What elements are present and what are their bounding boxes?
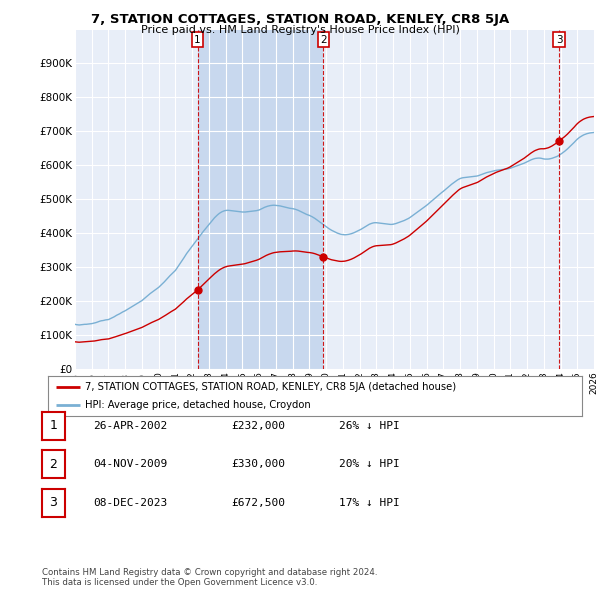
- Text: HPI: Average price, detached house, Croydon: HPI: Average price, detached house, Croy…: [85, 400, 311, 410]
- Text: 04-NOV-2009: 04-NOV-2009: [93, 460, 167, 469]
- Text: £232,000: £232,000: [231, 421, 285, 431]
- Text: 7, STATION COTTAGES, STATION ROAD, KENLEY, CR8 5JA: 7, STATION COTTAGES, STATION ROAD, KENLE…: [91, 13, 509, 26]
- Bar: [197, 30, 323, 369]
- Text: 26% ↓ HPI: 26% ↓ HPI: [339, 421, 400, 431]
- Text: 2: 2: [320, 35, 327, 45]
- Text: 20% ↓ HPI: 20% ↓ HPI: [339, 460, 400, 469]
- Text: 08-DEC-2023: 08-DEC-2023: [93, 498, 167, 507]
- Text: Contains HM Land Registry data © Crown copyright and database right 2024.
This d: Contains HM Land Registry data © Crown c…: [42, 568, 377, 587]
- Text: 2: 2: [49, 458, 58, 471]
- Text: 7, STATION COTTAGES, STATION ROAD, KENLEY, CR8 5JA (detached house): 7, STATION COTTAGES, STATION ROAD, KENLE…: [85, 382, 457, 392]
- Text: £330,000: £330,000: [231, 460, 285, 469]
- Text: Price paid vs. HM Land Registry's House Price Index (HPI): Price paid vs. HM Land Registry's House …: [140, 25, 460, 35]
- Text: £672,500: £672,500: [231, 498, 285, 507]
- Text: 1: 1: [49, 419, 58, 432]
- Text: 1: 1: [194, 35, 201, 45]
- Text: 3: 3: [49, 496, 58, 509]
- Text: 26-APR-2002: 26-APR-2002: [93, 421, 167, 431]
- Text: 17% ↓ HPI: 17% ↓ HPI: [339, 498, 400, 507]
- Text: 3: 3: [556, 35, 563, 45]
